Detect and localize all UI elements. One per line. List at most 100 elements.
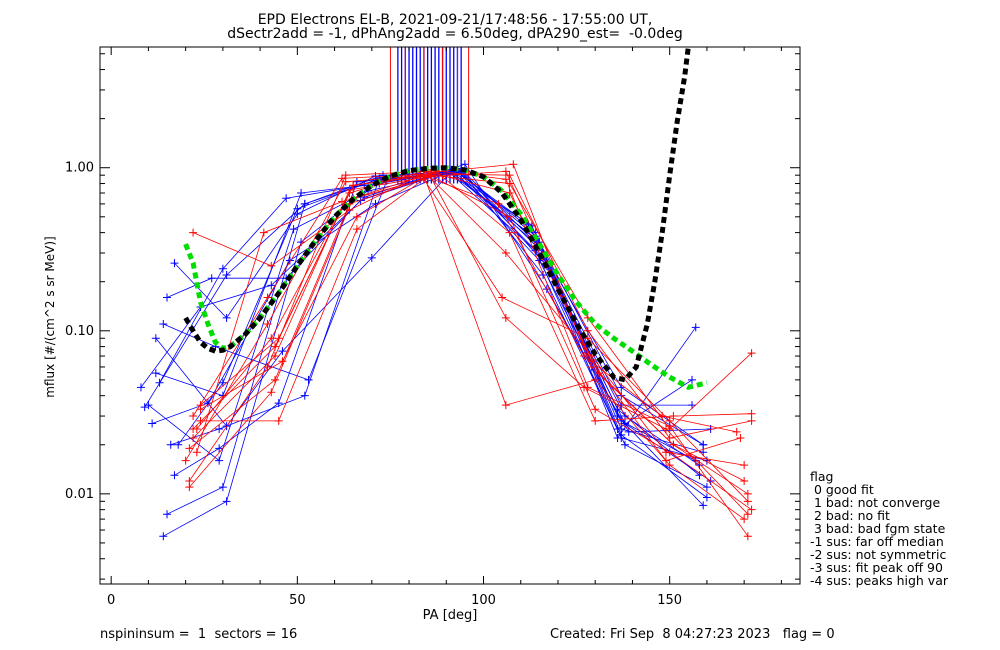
- data-point: [665, 448, 674, 457]
- data-point: [505, 228, 514, 237]
- data-point: [702, 483, 711, 492]
- data-point: [621, 440, 629, 449]
- data-point: [617, 416, 626, 425]
- data-point: [170, 471, 179, 480]
- data-point: [263, 293, 272, 302]
- data-point: [267, 388, 276, 397]
- plot-frame: [99, 46, 801, 585]
- series-line: [144, 168, 697, 439]
- data-point: [736, 434, 745, 443]
- legend-item: -4 sus: peaks high var: [810, 573, 949, 588]
- data-point: [222, 497, 231, 506]
- data-point: [271, 375, 279, 384]
- series-line: [200, 170, 752, 422]
- legend-item: 0 good fit: [810, 482, 874, 497]
- data-point: [192, 448, 201, 457]
- series-line: [140, 163, 711, 433]
- data-point: [222, 313, 231, 322]
- chart-title-line-1: EPD Electrons EL-B, 2021-09-21/17:48:56 …: [257, 12, 653, 28]
- series-line: [174, 170, 700, 466]
- data-point: [591, 375, 600, 384]
- data-point: [505, 179, 514, 188]
- y-tick-label: 1.00: [65, 161, 94, 176]
- data-point: [189, 228, 198, 237]
- data-point: [341, 177, 350, 186]
- data-point: [583, 326, 592, 335]
- series-line: [196, 178, 749, 502]
- data-point: [174, 440, 183, 449]
- data-point: [289, 225, 298, 234]
- series-line: [185, 174, 745, 520]
- data-point: [267, 261, 276, 270]
- data-point: [163, 510, 172, 519]
- data-point: [166, 440, 175, 449]
- data-point: [501, 401, 510, 410]
- data-point: [732, 427, 741, 436]
- series-line: [192, 170, 741, 462]
- data-point: [352, 212, 361, 221]
- axes-group: 0 50 100 150 0.01 0.10 1.00: [65, 47, 800, 608]
- series-line: [163, 171, 708, 537]
- data-point: [196, 405, 205, 414]
- data-point: [665, 461, 674, 470]
- data-point: [215, 456, 224, 465]
- data-point: [263, 320, 272, 329]
- legend-item: 3 bad: bad fgm state: [810, 521, 946, 536]
- footer-left: nspininsum = 1 sectors = 16: [100, 627, 298, 642]
- data-point: [688, 375, 697, 384]
- legend-item: -2 sus: not symmetric: [810, 547, 947, 562]
- series-line: [192, 173, 752, 439]
- series-line: [200, 172, 749, 495]
- data-point: [699, 501, 708, 510]
- data-point: [185, 444, 194, 453]
- series-line: [177, 173, 704, 446]
- series-line: [189, 175, 752, 511]
- data-point: [140, 403, 149, 412]
- data-point: [218, 378, 227, 387]
- data-point: [501, 248, 510, 257]
- data-point: [580, 352, 589, 361]
- data-point: [743, 489, 752, 498]
- data-point: [699, 440, 708, 449]
- data-point: [271, 352, 279, 361]
- series-line: [196, 169, 749, 537]
- data-point: [189, 412, 198, 421]
- data-point: [155, 378, 164, 387]
- data-point: [159, 320, 168, 329]
- data-point: [427, 171, 436, 180]
- legend-title: flag: [810, 469, 834, 484]
- data-point: [222, 270, 231, 279]
- data-point: [460, 160, 469, 169]
- series-line: [189, 163, 745, 488]
- data-point: [501, 313, 510, 322]
- data-point: [583, 334, 592, 343]
- data-point: [658, 412, 667, 421]
- data-point: [148, 419, 157, 428]
- fit-curves-group: [183, 46, 708, 390]
- data-point: [278, 347, 287, 356]
- data-point: [367, 253, 376, 262]
- data-point: [136, 383, 145, 392]
- data-point: [501, 175, 510, 184]
- data-point: [702, 493, 711, 502]
- data-point: [747, 505, 756, 514]
- data-point: [747, 349, 756, 358]
- data-point: [691, 323, 700, 332]
- x-tick-label: 150: [657, 593, 682, 608]
- y-axis-label: mflux [#/(cm^2 s sr MeV)]: [43, 236, 57, 397]
- data-point: [274, 416, 283, 425]
- data-point: [215, 444, 224, 453]
- data-point: [591, 416, 600, 425]
- data-point: [505, 171, 514, 180]
- data-point: [218, 264, 227, 273]
- x-tick-label: 50: [289, 593, 306, 608]
- fit-curve-black: [183, 46, 691, 383]
- data-point: [293, 204, 302, 213]
- data-point: [267, 281, 276, 290]
- data-point: [743, 510, 752, 519]
- data-point: [498, 293, 507, 302]
- data-point: [613, 405, 622, 414]
- y-tick-label: 0.01: [65, 487, 94, 502]
- data-point: [218, 483, 227, 492]
